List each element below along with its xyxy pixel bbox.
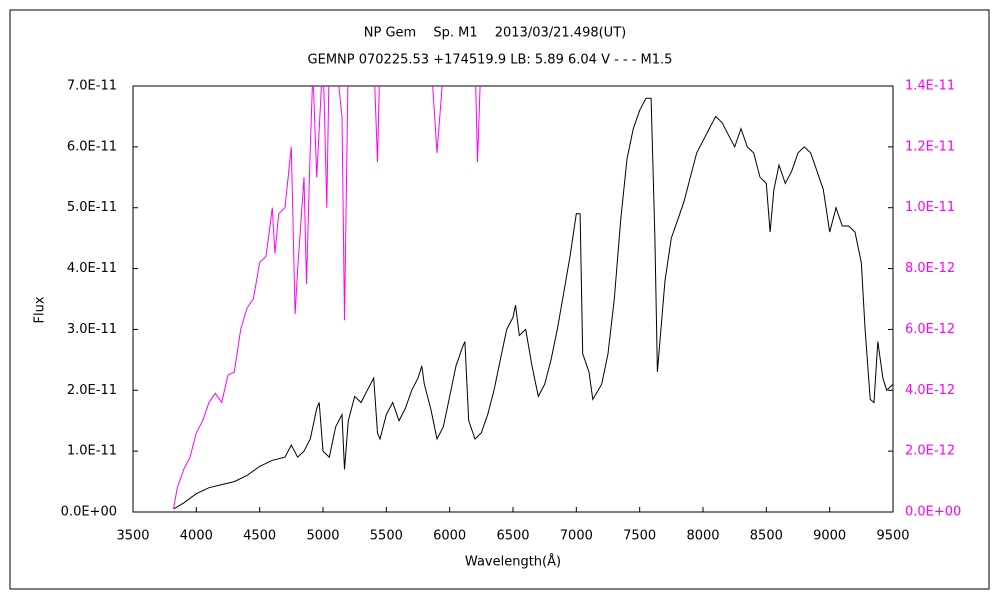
spectrum-line <box>173 97 893 510</box>
x-tick-label: 5500 <box>370 529 403 544</box>
x-tick-label: 4500 <box>243 529 276 544</box>
x-tick-label: 5000 <box>306 529 339 544</box>
x-tick-label: 9500 <box>876 529 909 544</box>
y2-tick-label: 1.2E-11 <box>905 139 955 154</box>
y-tick-label: 1.0E-11 <box>67 444 117 459</box>
spectrum-line <box>173 86 481 510</box>
x-tick-label: 3500 <box>116 529 149 544</box>
x-tick-label: 8500 <box>750 529 783 544</box>
x-tick-label: 4000 <box>180 529 213 544</box>
y2-tick-label: 4.0E-12 <box>905 383 955 398</box>
plot-area <box>132 85 894 513</box>
y-tick-label: 3.0E-11 <box>67 322 117 337</box>
y2-tick-label: 1.0E-11 <box>905 200 955 215</box>
y-tick-label: 4.0E-11 <box>67 261 117 276</box>
y-axis-label: Flux <box>33 296 48 323</box>
x-tick-label: 6000 <box>433 529 466 544</box>
y-tick-label: 7.0E-11 <box>67 79 117 94</box>
y2-tick-label: 0.0E+00 <box>905 505 961 520</box>
chart-subtitle: GEMNP 070225.53 +174519.9 LB: 5.89 6.04 … <box>308 53 673 68</box>
x-tick-label: 8000 <box>686 529 719 544</box>
x-tick-label: 6500 <box>496 529 529 544</box>
chart-title: NP Gem Sp. M1 2013/03/21.498(UT) <box>364 26 626 41</box>
y-tick-label: 0.0E+00 <box>61 505 117 520</box>
y2-tick-label: 2.0E-12 <box>905 444 955 459</box>
x-tick-label: 7000 <box>560 529 593 544</box>
y2-tick-label: 6.0E-12 <box>905 322 955 337</box>
x-axis-label: Wavelength(Å) <box>465 554 561 570</box>
y-tick-label: 5.0E-11 <box>67 200 117 215</box>
y2-tick-label: 1.4E-11 <box>905 79 955 94</box>
y-tick-label: 2.0E-11 <box>67 383 117 398</box>
y2-tick-label: 8.0E-12 <box>905 261 955 276</box>
y-tick-label: 6.0E-11 <box>67 139 117 154</box>
x-tick-label: 9000 <box>813 529 846 544</box>
lines <box>173 86 893 510</box>
x-tick-label: 7500 <box>623 529 656 544</box>
frame <box>9 9 990 590</box>
